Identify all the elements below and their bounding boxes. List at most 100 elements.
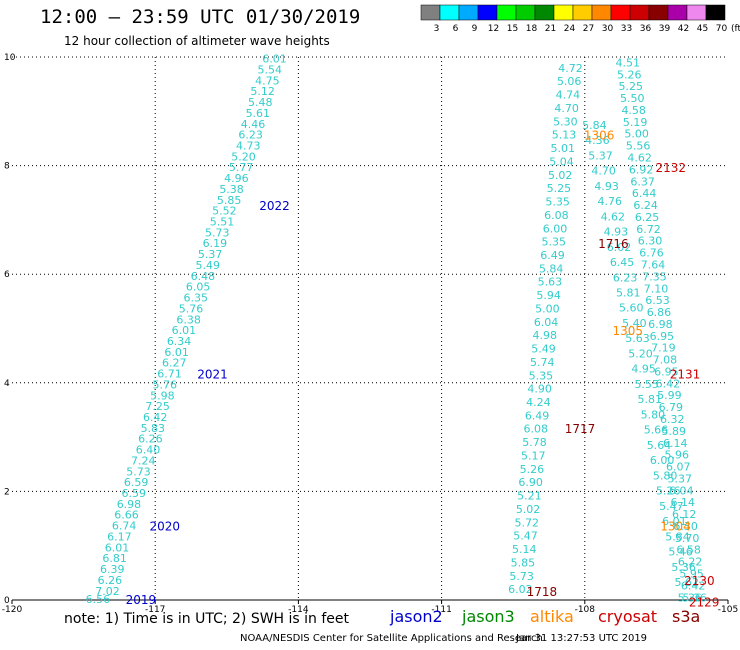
- swh-value: 6.04: [534, 316, 559, 329]
- swh-value: 5.73: [205, 226, 230, 239]
- swh-value: 5.61: [246, 107, 271, 120]
- orbit-label: 2020: [149, 520, 180, 534]
- swh-value: 5.95: [679, 568, 704, 581]
- colorbar-swatch: [705, 4, 726, 21]
- swh-value: 7.25: [145, 400, 170, 413]
- swh-value: 4.70: [591, 165, 616, 178]
- swh-value: 7.24: [131, 454, 156, 467]
- colorbar-label: 3: [434, 24, 440, 34]
- colorbar-label: 18: [526, 24, 538, 34]
- units-note: note: 1) Time is in UTC; 2) SWH is in fe…: [64, 611, 350, 627]
- swh-value: 6.76: [639, 247, 664, 260]
- swh-value: 5.81: [638, 393, 663, 406]
- colorbar-swatch: [553, 4, 574, 21]
- colorbar-swatch: [534, 4, 555, 21]
- chart-title: 12:00 – 23:59 UTC 01/30/2019: [40, 6, 361, 28]
- swh-value: 4.96: [224, 172, 249, 185]
- swh-value: 6.45: [610, 256, 635, 269]
- swh-value: 6.72: [636, 223, 661, 236]
- swh-value: 6.14: [663, 437, 688, 450]
- colorbar-label: 45: [697, 24, 708, 34]
- swh-value: 6.08: [544, 209, 569, 222]
- colorbar-label: 36: [640, 24, 652, 34]
- orbit-label: 1716: [598, 237, 629, 251]
- y-tick-label: 0: [4, 596, 10, 606]
- swh-value: 6.86: [647, 306, 672, 319]
- legend-s3a: s3a: [672, 607, 701, 626]
- swh-value: 6.71: [157, 368, 182, 381]
- swh-value: 5.85: [511, 556, 536, 569]
- swh-value: 5.51: [210, 216, 235, 229]
- swh-value: 5.04: [549, 155, 574, 168]
- swh-value: 6.48: [191, 270, 216, 283]
- swh-value: 5.66: [644, 424, 669, 437]
- swh-value: 6.00: [543, 222, 568, 235]
- swh-value: 5.81: [616, 287, 641, 300]
- swh-value: 5.00: [624, 128, 649, 141]
- swh-value: 6.74: [112, 520, 137, 533]
- swh-value: 6.00: [650, 454, 675, 467]
- swh-value: 5.35: [545, 196, 570, 209]
- swh-value: 4.62: [627, 152, 652, 165]
- swh-value: 5.47: [513, 530, 538, 543]
- swh-value: 4.74: [556, 89, 581, 102]
- swh-value: 5.99: [657, 389, 682, 402]
- swh-value: 4.76: [597, 195, 622, 208]
- swh-value: 5.85: [217, 194, 242, 207]
- swh-value: 4.95: [631, 363, 656, 376]
- swh-value: 5.72: [515, 516, 540, 529]
- swh-value: 6.49: [540, 249, 565, 262]
- swh-value: 6.32: [660, 413, 685, 426]
- colorbar-label: 70: [716, 24, 728, 34]
- swh-value: 6.19: [203, 237, 228, 250]
- swh-value: 6.23: [238, 129, 263, 142]
- swh-value: 6.25: [635, 211, 660, 224]
- swh-value: 5.37: [667, 472, 692, 485]
- swh-value: 6.14: [670, 496, 695, 509]
- swh-value: 6.56: [86, 593, 111, 606]
- swh-value: 7.64: [641, 258, 666, 271]
- colorbar-unit: (ft): [731, 24, 740, 34]
- x-tick-label: -117: [145, 605, 165, 615]
- colorbar-swatch: [515, 4, 536, 21]
- legend-cryosat: cryosat: [598, 607, 658, 626]
- colorbar-swatch: [572, 4, 593, 21]
- colorbar-swatch: [420, 4, 441, 21]
- swh-value: 4.51: [616, 56, 641, 69]
- swh-value: 5.20: [231, 150, 256, 163]
- orbit-label: 1717: [565, 422, 596, 436]
- swh-value: 5.35: [529, 369, 554, 382]
- orbit-label: 1306: [584, 129, 615, 143]
- swh-value: 4.70: [554, 102, 579, 115]
- swh-value: 4.93: [604, 226, 629, 239]
- legend-jason3: jason3: [462, 607, 515, 626]
- swh-value: 5.80: [653, 469, 678, 482]
- colorbar-swatch: [458, 4, 479, 21]
- swh-value: 5.20: [628, 347, 653, 360]
- swh-value: 6.66: [114, 509, 139, 522]
- swh-value: 5.73: [509, 570, 534, 583]
- swh-value: 6.35: [184, 292, 209, 305]
- swh-value: 6.59: [121, 487, 146, 500]
- swh-value: 5.06: [557, 75, 582, 88]
- swh-value: 6.30: [638, 235, 663, 248]
- colorbar-label: 27: [583, 24, 594, 34]
- swh-value: 5.80: [641, 408, 666, 421]
- swh-value: 6.42: [656, 377, 681, 390]
- colorbar-label: 39: [659, 24, 671, 34]
- swh-value: 5.76: [152, 378, 177, 391]
- swh-value: 6.39: [100, 563, 125, 576]
- swh-value: 5.63: [625, 332, 650, 345]
- swh-value: 4.98: [533, 329, 558, 342]
- swh-value: 5.83: [141, 422, 166, 435]
- swh-value: 6.07: [666, 461, 691, 474]
- swh-value: 7.08: [653, 354, 678, 367]
- swh-value: 6.59: [124, 476, 149, 489]
- orbit-label: 1305: [612, 324, 643, 338]
- colorbar-label: 33: [621, 24, 632, 34]
- swh-value: 5.49: [195, 259, 220, 272]
- swh-value: 5.89: [662, 425, 687, 438]
- swh-value: 6.04: [669, 484, 694, 497]
- swh-value: 6.42: [681, 579, 706, 592]
- swh-value: 5.26: [520, 463, 545, 476]
